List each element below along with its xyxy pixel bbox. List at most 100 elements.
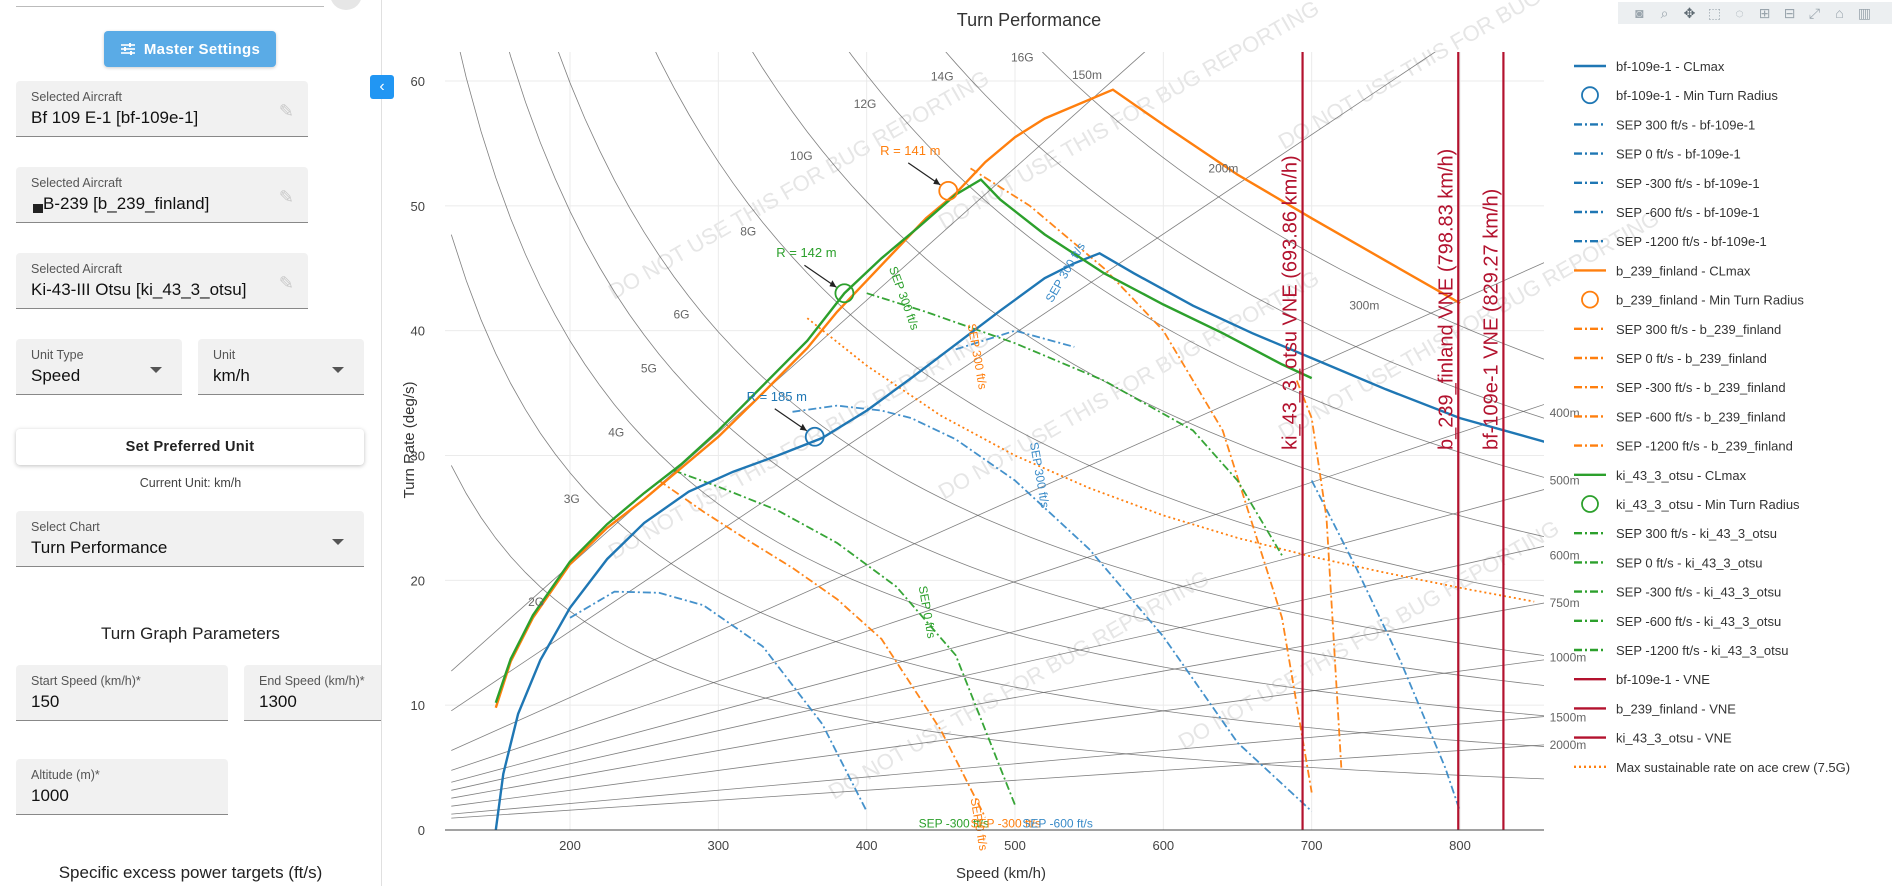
legend-label: Max sustainable rate on ace crew (7.5G) [1616, 760, 1850, 775]
legend-label: ki_43_3_otsu - VNE [1616, 731, 1732, 746]
legend-item[interactable]: b_239_finland - VNE [1574, 701, 1736, 716]
unit-label: Unit [213, 348, 236, 362]
min-turn-radius-marker [804, 426, 825, 447]
legend-item[interactable]: Max sustainable rate on ace crew (7.5G) [1574, 760, 1850, 775]
settings-sidebar: Master Settings Selected Aircraft Bf 109… [0, 0, 382, 886]
legend-item[interactable]: SEP -300 ft/s - bf-109e-1 [1574, 176, 1760, 191]
camera-icon[interactable]: ◙ [1635, 5, 1644, 21]
x-tick-label: 400 [856, 838, 878, 853]
legend-label: SEP -1200 ft/s - ki_43_3_otsu [1616, 643, 1788, 658]
vne-label: bf-109e-1 VNE (829.27 km/h) [1480, 189, 1502, 450]
edit-pencil-icon[interactable]: ✎ [278, 187, 294, 207]
legend-label: ki_43_3_otsu - CLmax [1616, 468, 1747, 483]
g-load-label: 4G [608, 425, 624, 439]
legend-item[interactable]: SEP 300 ft/s - ki_43_3_otsu [1574, 526, 1777, 541]
altitude-label: Altitude (m)* [31, 768, 100, 782]
legend-item[interactable]: SEP -300 ft/s - ki_43_3_otsu [1574, 585, 1781, 600]
g-load-label: 8G [740, 225, 756, 239]
legend-item[interactable]: b_239_finland - CLmax [1574, 263, 1751, 278]
zoom-in-icon[interactable]: ⊞ [1758, 4, 1771, 21]
min-turn-label: R = 142 m [776, 245, 836, 260]
legend-label: bf-109e-1 - VNE [1616, 672, 1710, 687]
altitude-input[interactable]: Altitude (m)* 1000 [16, 759, 228, 815]
y-axis-title: Turn Rate (deg/s) [401, 382, 418, 499]
legend-item[interactable]: SEP -600 ft/s - b_239_finland [1574, 409, 1786, 424]
legend-item[interactable]: SEP -1200 ft/s - bf-109e-1 [1574, 234, 1767, 249]
pan-icon[interactable]: ✥ [1683, 4, 1696, 21]
x-tick-label: 800 [1449, 838, 1471, 853]
sliders-icon [120, 43, 135, 55]
unit-type-select[interactable]: Unit Type Speed [16, 339, 182, 395]
sep-curve [866, 292, 1283, 556]
legend-item[interactable]: SEP 300 ft/s - bf-109e-1 [1574, 117, 1755, 132]
chart-select[interactable]: Select Chart Turn Performance [16, 511, 364, 567]
sep-label: SEP 300 ft/s [886, 264, 922, 331]
legend-item[interactable]: SEP -600 ft/s - bf-109e-1 [1574, 205, 1760, 220]
chart-select-label: Select Chart [31, 520, 100, 534]
legend-item[interactable]: b_239_finland - Min Turn Radius [1581, 290, 1804, 309]
g-load-line [1041, 52, 1544, 360]
logo-icon[interactable]: ▥ [1857, 4, 1872, 21]
zoom-out-icon[interactable]: ⊟ [1783, 4, 1796, 21]
legend-item[interactable]: SEP 300 ft/s - b_239_finland [1574, 322, 1781, 337]
legend-item[interactable]: SEP -300 ft/s - b_239_finland [1574, 380, 1786, 395]
collapse-sidebar-button[interactable]: ‹ [370, 75, 394, 99]
home-icon[interactable]: ⌂ [1835, 5, 1844, 21]
g-load-line [752, 52, 1544, 538]
clmax-line [494, 251, 1544, 830]
set-preferred-unit-button[interactable]: Set Preferred Unit [16, 429, 364, 465]
radius-label: 300m [1349, 299, 1379, 313]
legend-label: SEP -600 ft/s - ki_43_3_otsu [1616, 614, 1781, 629]
aircraft-select-1[interactable]: Selected Aircraft Bf 109 E-1 [bf-109e-1]… [16, 81, 308, 137]
watermark-text: DO NOT USE THIS FOR BUG REPORTING [1274, 205, 1663, 444]
legend-item[interactable]: bf-109e-1 - Min Turn Radius [1581, 86, 1778, 105]
box-select-icon[interactable]: ⬚ [1707, 4, 1722, 21]
plot-toolbar: ◙ ⌕ ✥ ⬚ ◌ ⊞ ⊟ ⤢ ⌂ ▥ [1618, 2, 1892, 24]
master-settings-button[interactable]: Master Settings [104, 31, 276, 67]
legend-item[interactable]: SEP -1200 ft/s - b_239_finland [1574, 439, 1793, 454]
end-speed-input[interactable]: End Speed (km/h)* 1300 [244, 665, 381, 721]
legend-label: SEP -300 ft/s - bf-109e-1 [1616, 176, 1760, 191]
aircraft-select-2[interactable]: Selected Aircraft B-239 [b_239_finland] … [16, 167, 308, 223]
start-speed-input[interactable]: Start Speed (km/h)* 150 [16, 665, 228, 721]
legend-item[interactable]: SEP -1200 ft/s - ki_43_3_otsu [1574, 643, 1788, 658]
vne-label: b_239_finland VNE (798.83 km/h) [1435, 149, 1457, 450]
legend-marker [1581, 290, 1599, 309]
legend-item[interactable]: bf-109e-1 - VNE [1574, 672, 1710, 687]
x-tick-label: 700 [1301, 838, 1323, 853]
annotation-arrowhead [799, 423, 807, 431]
min-turn-label: R = 141 m [880, 143, 940, 158]
zoom-icon[interactable]: ⌕ [1660, 4, 1669, 21]
y-tick-label: 50 [411, 199, 425, 214]
edit-pencil-icon[interactable]: ✎ [278, 101, 294, 121]
aircraft-select-1-label: Selected Aircraft [31, 90, 123, 104]
turn-performance-chart: Turn Performance DO NOT USE THIS FOR BUG… [401, 0, 1850, 882]
autoscale-icon[interactable]: ⤢ [1808, 4, 1821, 21]
sep-label: SEP -300 ft/s [919, 817, 989, 831]
top-round-button[interactable] [330, 0, 362, 10]
x-tick-label: 200 [559, 838, 581, 853]
legend-item[interactable]: SEP -600 ft/s - ki_43_3_otsu [1574, 614, 1781, 629]
aircraft-select-3[interactable]: Selected Aircraft Ki-43-III Otsu [ki_43_… [16, 253, 308, 309]
legend-item[interactable]: bf-109e-1 - CLmax [1574, 59, 1725, 74]
legend-item[interactable]: SEP 0 ft/s - ki_43_3_otsu [1574, 555, 1762, 570]
min-turn-radius-marker [938, 180, 959, 201]
edit-pencil-icon[interactable]: ✎ [278, 273, 294, 293]
unit-select[interactable]: Unit km/h [198, 339, 364, 395]
radius-line [451, 659, 1544, 807]
legend-item[interactable]: ki_43_3_otsu - VNE [1574, 731, 1732, 746]
g-load-line [848, 52, 1544, 478]
unit-type-value: Speed [31, 366, 81, 385]
clmax-line [494, 88, 1461, 709]
annotation-arrowhead [829, 280, 837, 288]
legend[interactable]: bf-109e-1 - CLmax bf-109e-1 - Min Turn Ra… [1574, 59, 1850, 775]
legend-item[interactable]: SEP 0 ft/s - b_239_finland [1574, 351, 1767, 366]
radius-label: 750m [1550, 596, 1580, 610]
lasso-icon[interactable]: ◌ [1735, 5, 1744, 21]
legend-item[interactable]: ki_43_3_otsu - CLmax [1574, 468, 1747, 483]
y-tick-label: 40 [411, 324, 425, 339]
legend-item[interactable]: SEP 0 ft/s - bf-109e-1 [1574, 147, 1741, 162]
watermark-text: DO NOT USE THIS FOR BUG REPORTING [604, 65, 993, 304]
g-load-label: 14G [931, 69, 954, 83]
legend-item[interactable]: ki_43_3_otsu - Min Turn Radius [1581, 495, 1800, 513]
